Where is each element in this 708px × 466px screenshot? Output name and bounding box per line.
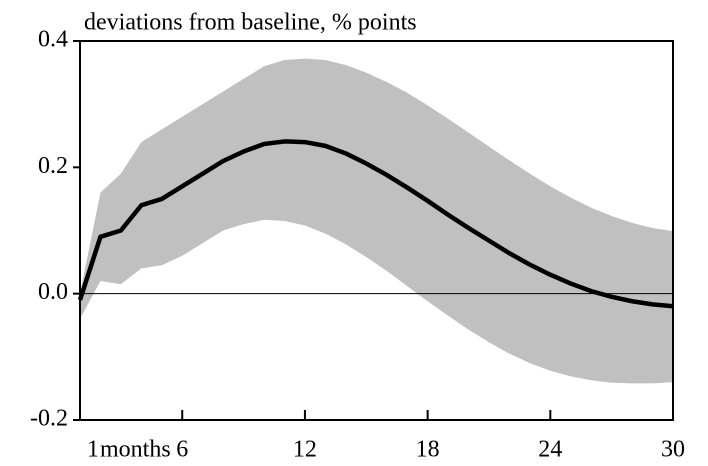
plot-frame (79, 40, 674, 421)
x-tick-label: 30 (661, 437, 685, 463)
x-axis-label: months (100, 437, 171, 463)
y-tick-label: 0.0 (38, 279, 68, 305)
y-tick-label: 0.4 (38, 27, 68, 53)
y-tick-label: -0.2 (30, 406, 68, 432)
x-tick-label: 24 (538, 437, 562, 463)
x-tick-label: 6 (176, 437, 188, 463)
confidence-band (80, 58, 673, 384)
response-line (77, 139, 674, 309)
x-tick-label: 12 (293, 437, 317, 463)
chart-title: deviations from baseline, % points (84, 10, 417, 36)
x-tick-label: 18 (416, 437, 440, 463)
y-tick-label: 0.2 (38, 153, 68, 179)
x-tick-label: 1 (87, 437, 99, 463)
